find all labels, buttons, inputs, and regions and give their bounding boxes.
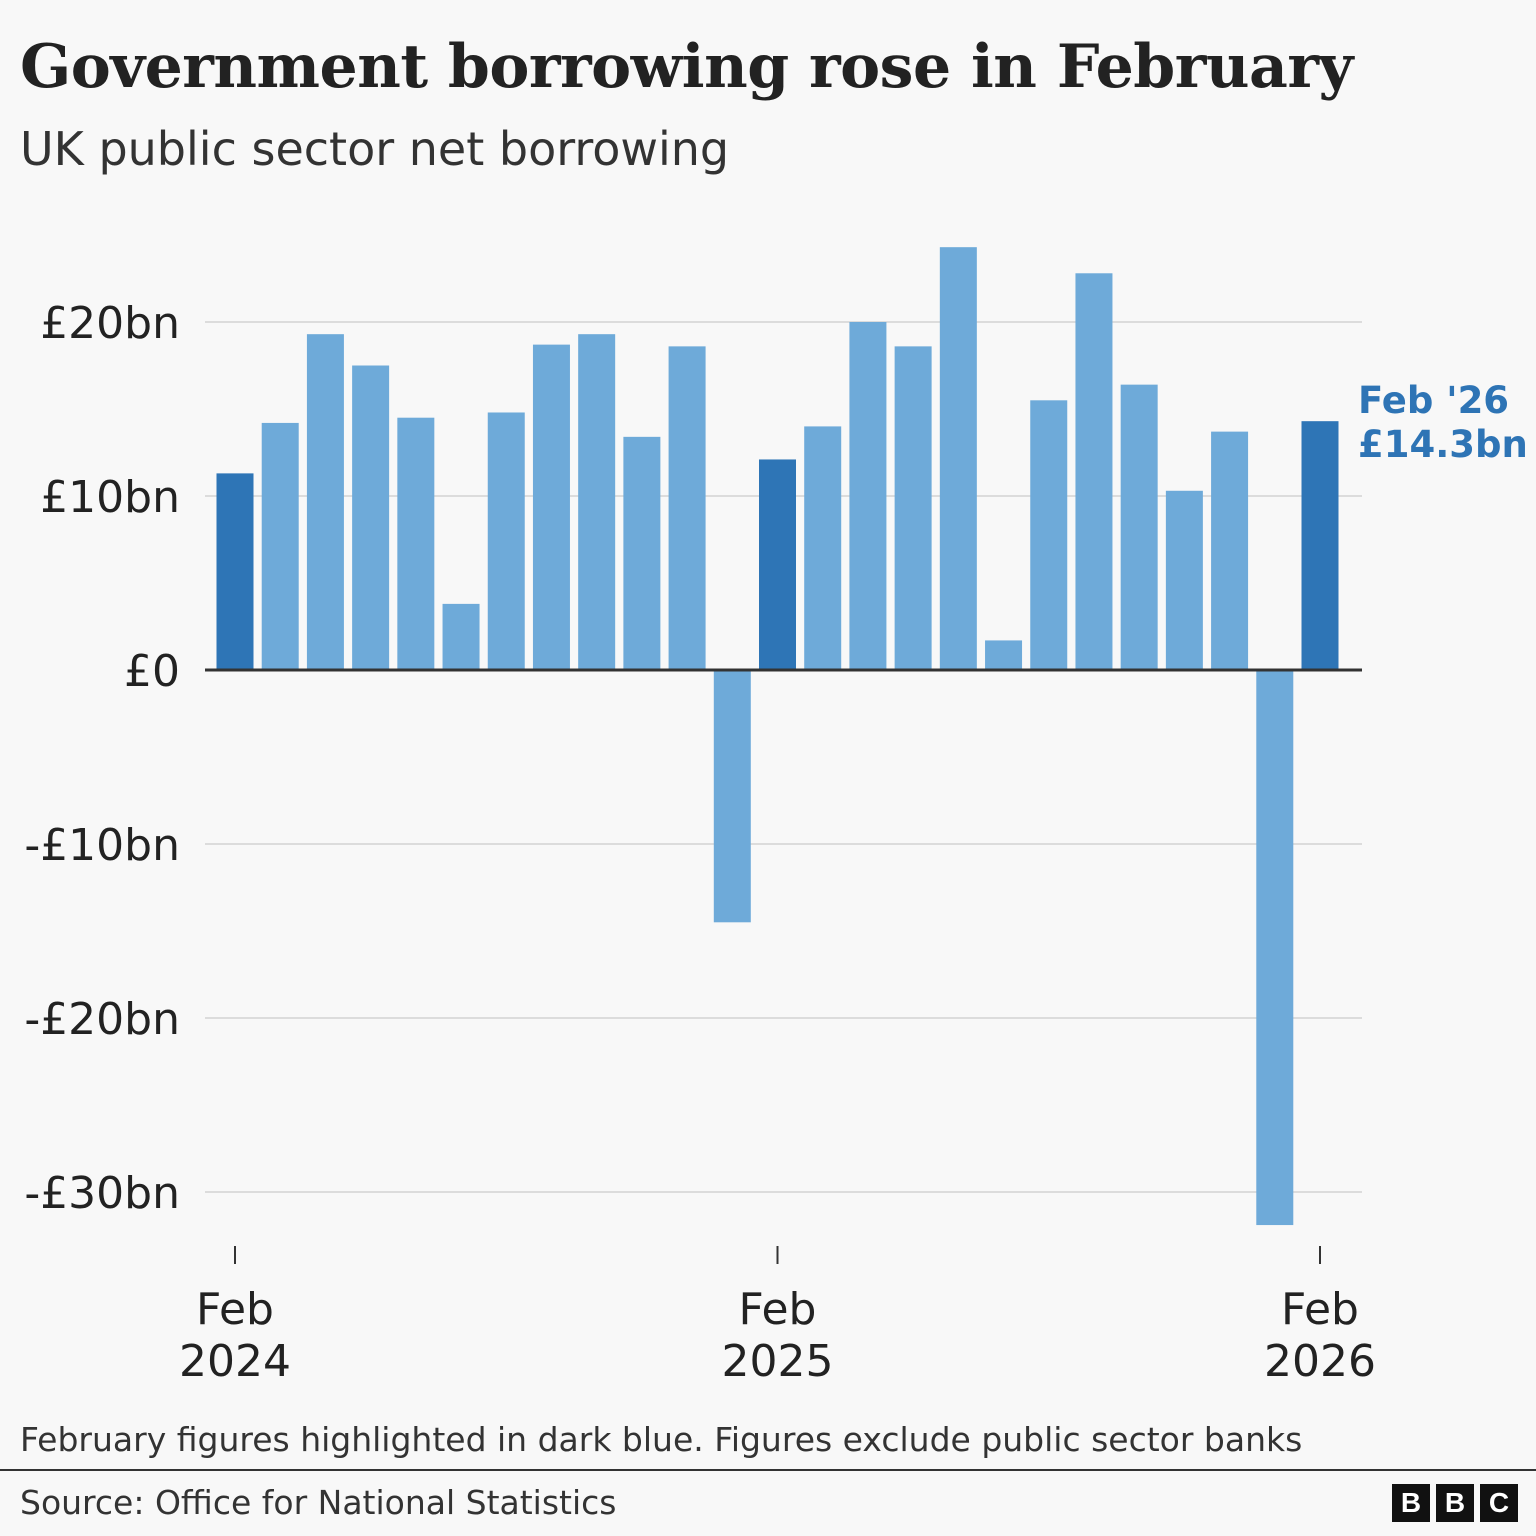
- bar: [1075, 273, 1113, 670]
- source-text: Source: Office for National Statistics: [20, 1483, 617, 1522]
- chart-subtitle: UK public sector net borrowing: [20, 122, 730, 176]
- bar: [578, 334, 616, 670]
- bar: [759, 459, 796, 670]
- x-tick-label: Feb: [739, 1284, 817, 1335]
- bar: [985, 640, 1023, 670]
- y-tick-label: -£20bn: [24, 994, 180, 1045]
- bar: [1165, 490, 1203, 670]
- bar: [216, 473, 254, 670]
- y-tick-label: £0: [124, 646, 180, 697]
- annotation-value: £14.3bn: [1358, 423, 1528, 466]
- bar: [306, 334, 344, 670]
- bar: [1256, 670, 1294, 1226]
- divider: [0, 1469, 1536, 1471]
- y-tick-label: -£30bn: [24, 1168, 180, 1219]
- y-tick-label: £20bn: [40, 298, 180, 349]
- bar: [939, 247, 977, 670]
- bar: [668, 346, 706, 670]
- x-tick-label: 2025: [722, 1336, 834, 1387]
- x-tick-label: Feb: [196, 1284, 274, 1335]
- bar: [532, 344, 570, 670]
- bar: [804, 426, 842, 670]
- y-tick-label: -£10bn: [24, 820, 180, 871]
- bar: [1301, 421, 1339, 670]
- y-tick-label: £10bn: [40, 472, 180, 523]
- chart-note: February figures highlighted in dark blu…: [20, 1420, 1303, 1459]
- bar: [713, 670, 751, 923]
- bar: [397, 417, 435, 670]
- bar: [1120, 384, 1158, 670]
- bar: [352, 365, 390, 670]
- bar: [849, 322, 887, 670]
- bar: [1030, 400, 1068, 670]
- bar: [894, 346, 932, 670]
- x-tick-label: 2026: [1264, 1336, 1376, 1387]
- annotation-label: Feb '26: [1358, 379, 1509, 422]
- bar: [623, 436, 661, 670]
- x-tick-label: Feb: [1281, 1284, 1359, 1335]
- bar: [487, 412, 525, 670]
- chart-title: Government borrowing rose in February: [20, 32, 1353, 102]
- bar: [1211, 431, 1249, 670]
- bar: [442, 603, 480, 670]
- x-tick-label: 2024: [179, 1336, 291, 1387]
- bar: [261, 422, 299, 670]
